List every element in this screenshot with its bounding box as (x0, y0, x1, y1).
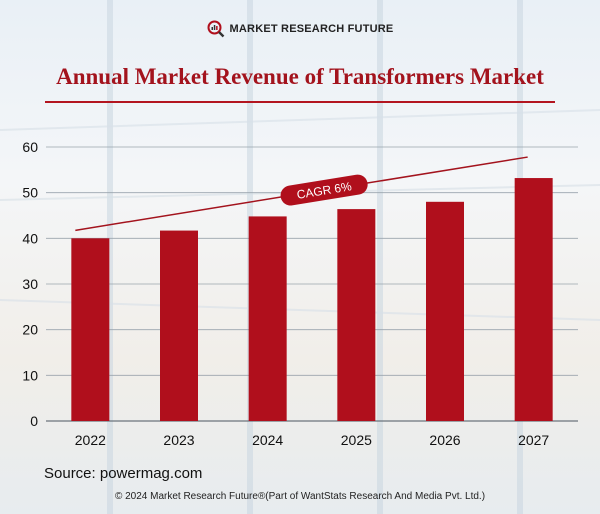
title-divider (45, 101, 555, 103)
y-tick-label: 20 (22, 322, 38, 338)
cagr-badge (280, 174, 368, 206)
brand-header: MARKET RESEARCH FUTURE (0, 20, 600, 43)
source-note: Source: powermag.com (44, 465, 203, 482)
bar (160, 230, 198, 421)
bar (337, 209, 376, 421)
copyright-footer: © 2024 Market Research Future®(Part of W… (114, 491, 486, 502)
bar (248, 216, 287, 421)
bar (514, 178, 553, 421)
x-tick-label: 2025 (341, 432, 372, 448)
brand-name: MARKET RESEARCH FUTURE (229, 23, 394, 35)
bar (426, 201, 464, 421)
y-tick-label: 60 (22, 139, 38, 155)
x-tick-label: 2022 (75, 432, 106, 448)
cagr-annotation: CAGR 6% (280, 174, 368, 206)
y-tick-label: 10 (22, 367, 38, 383)
x-tick-label: 2024 (252, 432, 283, 448)
x-tick-label: 2027 (518, 432, 549, 448)
y-tick-label: 50 (22, 185, 38, 201)
y-tick-label: 40 (22, 230, 38, 246)
magnifier-chart-icon (207, 20, 224, 38)
page-title: Annual Market Revenue of Transformers Ma… (56, 64, 544, 89)
x-tick-label: 2023 (163, 432, 194, 448)
x-tick-label: 2026 (429, 432, 460, 448)
y-tick-label: 0 (30, 413, 38, 429)
bar (71, 238, 110, 421)
y-tick-label: 30 (22, 276, 38, 292)
brand: MARKET RESEARCH FUTURE (207, 20, 394, 38)
